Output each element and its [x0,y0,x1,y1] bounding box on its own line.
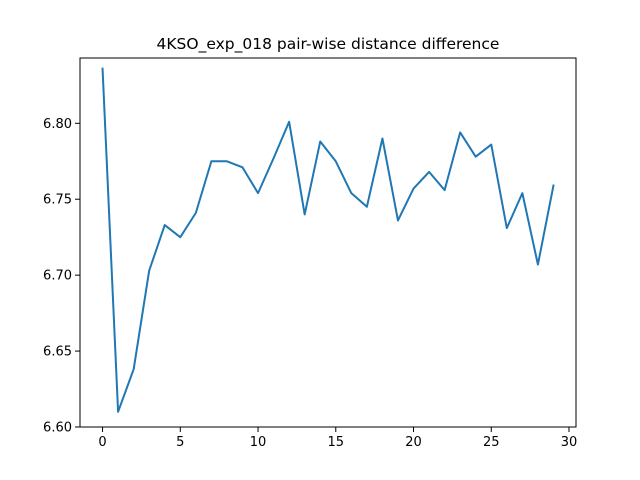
x-tick-label: 5 [176,435,184,450]
x-tick-label: 15 [328,435,345,450]
plot-area: 0 5 10 15 20 25 30 6.60 6.65 6.70 6.75 6.80 [43,57,578,450]
x-tick-label: 10 [250,435,267,450]
y-tick-label: 6.75 [43,193,72,208]
x-tick-label: 0 [98,435,106,450]
x-tick-label: 25 [483,435,500,450]
y-tick-label: 6.65 [43,345,72,360]
series-line-0 [101,67,555,413]
x-tick-label: 20 [405,435,422,450]
axes-frame [79,57,577,428]
y-tick-label: 6.60 [43,421,72,436]
y-tick-label: 6.80 [43,117,72,132]
y-tick-label: 6.70 [43,269,72,284]
x-tick-label: 30 [561,435,578,450]
chart-title: 4KSO_exp_018 pair-wise distance differen… [157,35,500,54]
